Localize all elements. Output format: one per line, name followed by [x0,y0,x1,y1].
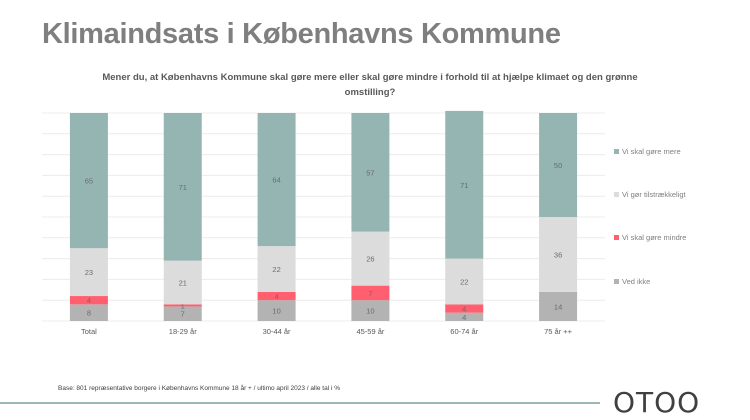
otoo-logo: OTOO [613,386,701,419]
category-label: 75 år ++ [544,327,573,336]
data-label: 7 [181,310,185,319]
data-label: 10 [272,307,280,316]
data-label: 4 [462,305,466,314]
bar-segment [539,113,578,217]
bar-segment [69,296,108,305]
data-label: 8 [87,309,91,318]
legend-swatch [614,149,619,154]
data-label: 4 [462,313,466,322]
bar-segment [69,113,108,249]
bar-segment [445,258,484,305]
category-label: 18-29 år [169,327,197,336]
bar-segment [351,231,390,286]
category-label: 45-59 år [356,327,384,336]
data-label: 65 [85,177,93,186]
category-label: 30-44 år [263,327,291,336]
data-label: 22 [460,277,468,286]
data-label: 57 [366,168,374,177]
data-label: 22 [272,265,280,274]
bar-segment [163,113,202,261]
data-label: 64 [272,176,280,185]
bar-segment [351,113,390,232]
bar-segment [445,312,484,321]
data-label: 4 [87,296,91,305]
legend-swatch [614,192,619,197]
data-label: 71 [179,183,187,192]
legend-label: Vi gør tilstrækkeligt [622,190,687,199]
bar-segment [257,300,296,321]
bar-segment [163,260,202,305]
data-label: 10 [366,307,374,316]
data-label: 14 [554,302,562,311]
bar-segment [257,246,296,292]
legend-label: Vi skal gøre mindre [622,233,686,242]
legend-swatch [614,279,619,284]
data-label: 36 [554,250,562,259]
bar-segment [69,304,108,321]
bar-segment [445,304,484,313]
page-title: Klimaindsats i Københavns Kommune [42,18,561,50]
data-label: 21 [179,279,187,288]
category-label: Total [81,327,97,336]
legend-label: Vi skal gøre mere [622,147,681,156]
bar-segment [257,113,296,247]
bar-segment [539,291,578,321]
bar-segment [163,306,202,321]
footnote: Base: 801 repræsentative borgere i Køben… [58,385,341,392]
bar-segment [539,217,578,292]
bar-segment [351,300,390,321]
data-label: 50 [554,161,562,170]
data-label: 1 [181,301,185,310]
data-label: 23 [85,268,93,277]
legend-swatch [614,235,619,240]
bar-segment [163,304,202,307]
legend-label: Ved ikke [622,277,650,286]
category-label: 60-74 år [450,327,478,336]
bar-segment [445,110,484,259]
data-label: 26 [366,255,374,264]
bar-segment [351,285,390,301]
data-label: 4 [274,292,278,301]
chart-question: Mener du, at Københavns Kommune skal gør… [102,72,638,98]
data-label: 7 [368,289,372,298]
bar-segment [69,248,108,297]
bar-segment [257,291,296,301]
data-label: 71 [460,181,468,190]
bottom-rule [0,402,600,404]
